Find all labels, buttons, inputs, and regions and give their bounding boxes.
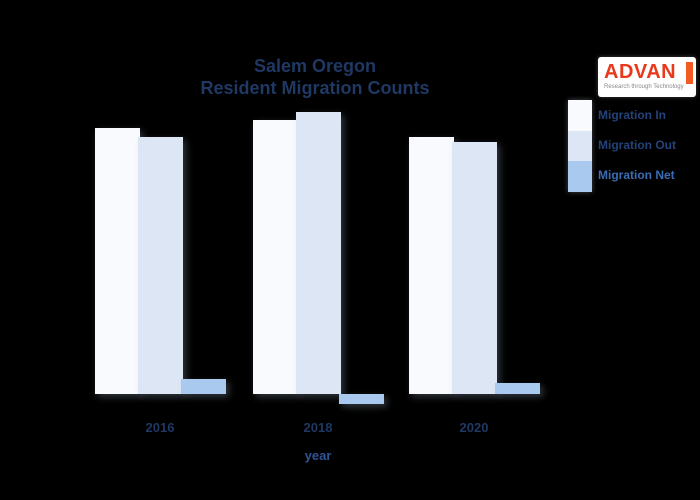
- advan-logo-tagline: Research through Technology: [604, 84, 684, 90]
- bar-migration-out-2018: [296, 112, 341, 394]
- legend-swatch-1: [568, 100, 592, 131]
- legend-swatch-3: [568, 161, 592, 192]
- advan-logo: ADVAN Research through Technology: [598, 57, 696, 97]
- x-tick-label-2020: 2020: [459, 420, 489, 435]
- legend-labels: Migration In Migration Out Migration Net: [598, 102, 676, 192]
- bar-migration-in-2018: [253, 120, 298, 394]
- x-tick-label-2016: 2016: [145, 420, 175, 435]
- bar-migration-net-2018: [339, 394, 384, 404]
- bar-migration-net-2016: [181, 379, 226, 394]
- bar-migration-in-2016: [95, 128, 140, 394]
- chart-title-line2: Resident Migration Counts: [200, 78, 430, 98]
- bar-migration-in-2020: [409, 137, 454, 394]
- x-axis-label: year: [304, 448, 332, 463]
- chart-title: Salem Oregon Resident Migration Counts: [75, 55, 555, 99]
- x-tick-label-2018: 2018: [303, 420, 333, 435]
- chart-legend: Migration In Migration Out Migration Net: [568, 100, 698, 192]
- legend-label: Migration Out: [598, 138, 676, 152]
- advan-logo-text: ADVAN: [604, 61, 677, 83]
- legend-swatch-column: [568, 100, 592, 192]
- legend-swatch-2: [568, 130, 592, 162]
- bar-migration-out-2016: [138, 137, 183, 394]
- bar-migration-out-2020: [452, 142, 497, 394]
- bar-migration-net-2020: [495, 383, 540, 394]
- chart-title-line1: Salem Oregon: [253, 56, 377, 76]
- legend-label: Migration Net: [598, 168, 675, 182]
- legend-label: Migration In: [598, 108, 666, 122]
- advan-logo-accent-mark: [686, 62, 693, 84]
